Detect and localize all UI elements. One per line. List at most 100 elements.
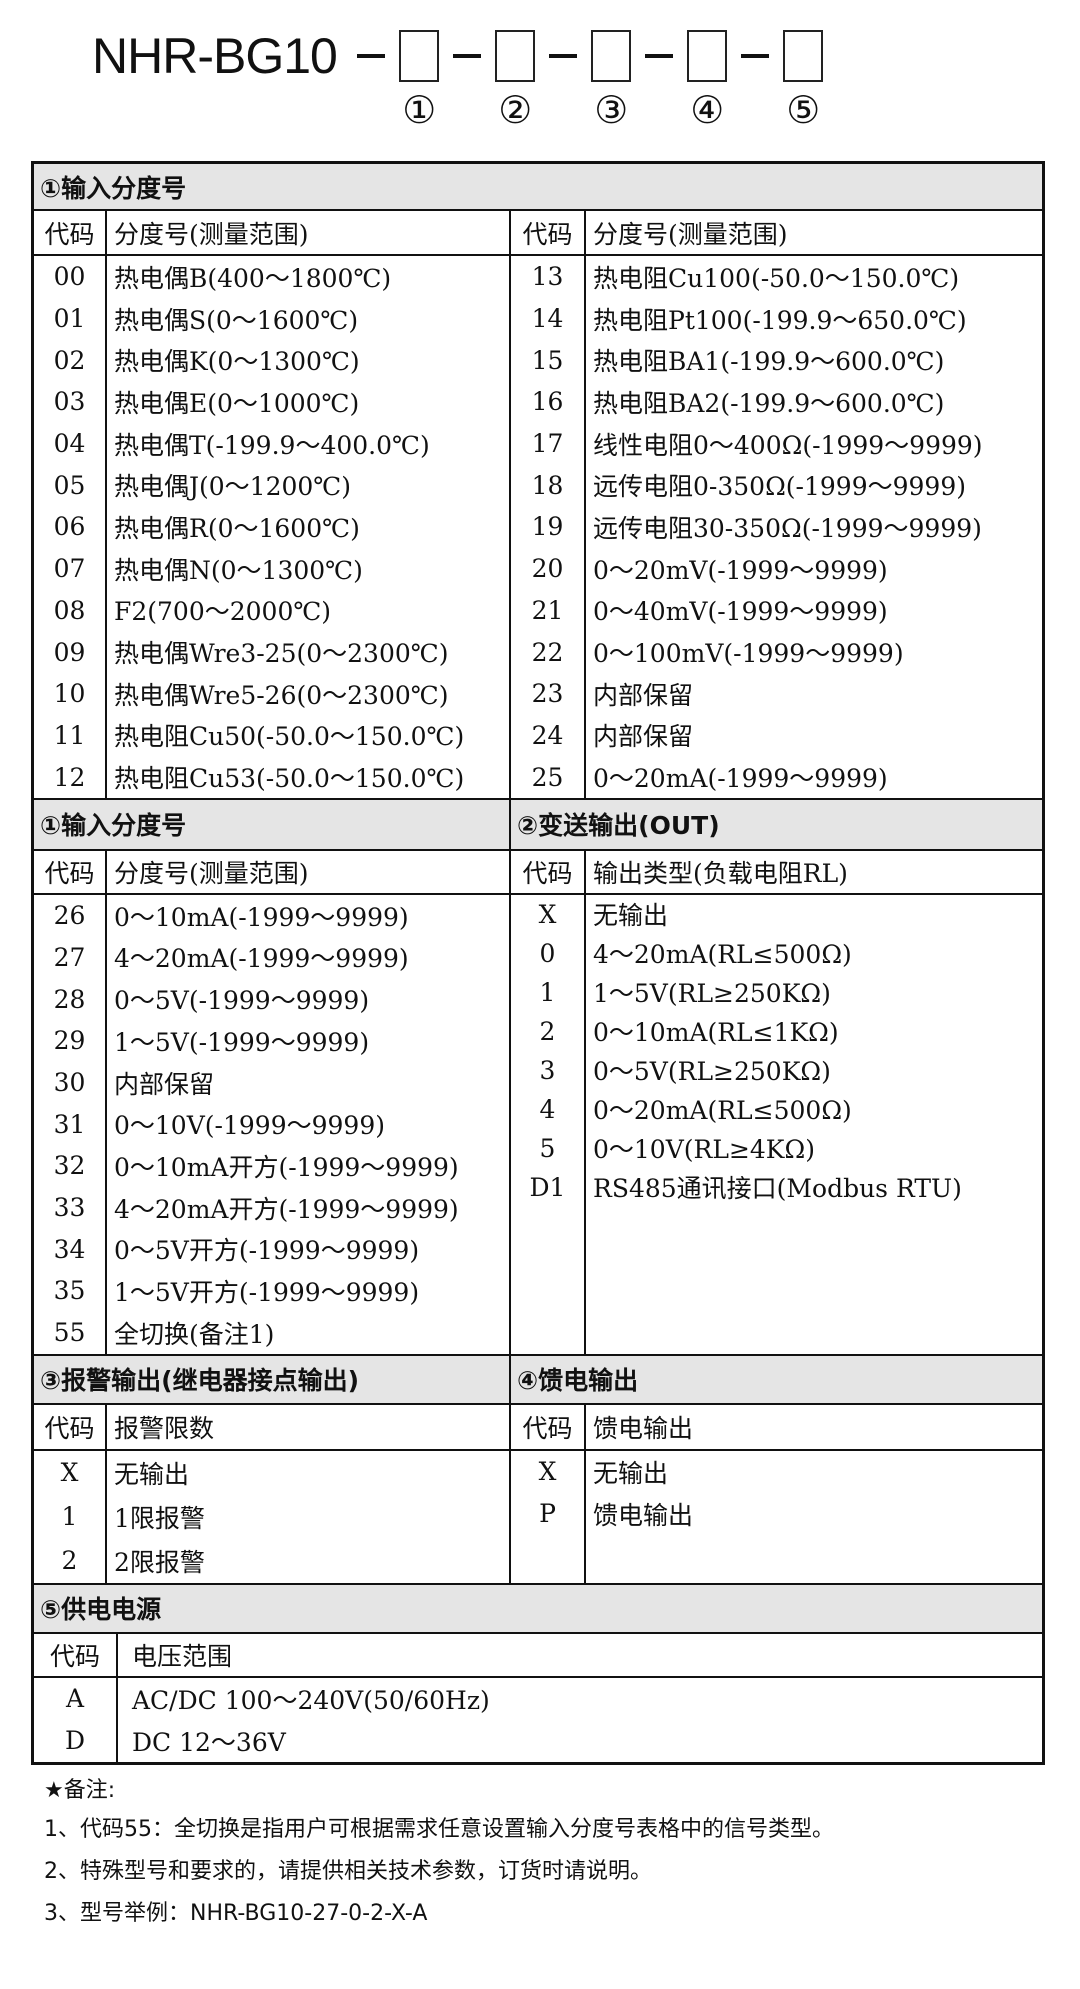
row-code: 10 — [34, 672, 107, 715]
row-code: 1 — [511, 972, 586, 1012]
table-row: 4 0～20mA(RL≤500Ω) — [511, 1089, 1042, 1129]
row-desc: 0～20mA(RL≤500Ω) — [593, 1096, 852, 1126]
row-desc: 热电阻Pt100(-199.9～650.0℃) — [593, 305, 967, 335]
table-row: 2 2限报警 — [34, 1538, 509, 1583]
row-code: 00 — [34, 256, 107, 298]
col-desc: 报警限数 — [114, 1413, 215, 1443]
notes: ★备注: 1、代码55：全切换是指用户可根据需求任意设置输入分度号表格中的信号类… — [44, 1770, 834, 1932]
section-header-input: ①输入分度号 — [34, 164, 1042, 211]
code-slot-3: ③ — [590, 30, 631, 132]
table-row: 33 4～20mA开方(-1999～9999) — [34, 1186, 509, 1229]
table-row: 0 4～20mA(RL≤500Ω) — [511, 933, 1042, 973]
row-code: 17 — [511, 422, 586, 465]
model-code-diagram: NHR-BG10 ① ② ③ ④ ⑤ — [92, 26, 823, 132]
row-code: 18 — [511, 464, 586, 507]
table-row: 15 热电阻BA1(-199.9～600.0℃) — [511, 339, 1042, 382]
row-desc: 4～20mA(-1999～9999) — [114, 944, 409, 974]
row-desc: 0～10mA开方(-1999～9999) — [114, 1152, 459, 1182]
row-desc: 1～5V(RL≥250KΩ) — [593, 979, 831, 1009]
row-desc: 热电偶Wre5-26(0～2300℃) — [114, 680, 449, 710]
slot-number: ③ — [594, 88, 628, 132]
table-row: 34 0～5V开方(-1999～9999) — [34, 1228, 509, 1271]
row-code: 16 — [511, 381, 586, 423]
section-title: ①输入分度号 — [40, 173, 187, 203]
table-row: 25 0～20mA(-1999～9999) — [511, 756, 1042, 798]
table-row: D1 RS485通讯接口(Modbus RTU) — [511, 1167, 1042, 1207]
code-slot-5: ⑤ — [782, 30, 823, 132]
row-code: 04 — [34, 422, 107, 465]
slot-box — [590, 30, 631, 82]
row-code: 30 — [34, 1061, 107, 1104]
row-desc: 热电偶E(0～1000℃) — [114, 388, 360, 418]
table-row: 09 热电偶Wre3-25(0～2300℃) — [34, 631, 509, 673]
row-code: 05 — [34, 464, 107, 507]
col-code: 代码 — [511, 1404, 586, 1449]
section-power: ⑤供电电源 代码 电压范围 A AC/DC 100～240V(50/60Hz) D DC… — [34, 1582, 1042, 1762]
table-row: 2 0～10mA(RL≤1KΩ) — [511, 1011, 1042, 1051]
row-code: 23 — [511, 672, 586, 715]
table-row: 30 内部保留 — [34, 1061, 509, 1104]
table-row: 12 热电阻Cu53(-50.0～150.0℃) — [34, 756, 509, 798]
row-code: P — [511, 1492, 586, 1535]
slot-box — [494, 30, 535, 82]
table-row: 18 远传电阻0-350Ω(-1999～9999) — [511, 464, 1042, 507]
table-row: 14 热电阻Pt100(-199.9～650.0℃) — [511, 297, 1042, 340]
table-row: 11 热电阻Cu50(-50.0～150.0℃) — [34, 714, 509, 757]
row-desc: 远传电阻30-350Ω(-1999～9999) — [593, 513, 982, 543]
table-row: 10 热电偶Wre5-26(0～2300℃) — [34, 672, 509, 715]
row-desc: 2限报警 — [114, 1547, 205, 1577]
row-desc: 热电阻BA1(-199.9～600.0℃) — [593, 347, 945, 377]
col-desc: 输出类型(负载电阻RL) — [593, 858, 848, 888]
row-code: 2 — [34, 1538, 107, 1583]
table-row: 3 0～5V(RL≥250KΩ) — [511, 1050, 1042, 1090]
col-code: 代码 — [34, 211, 107, 254]
code-slot-4: ④ — [686, 30, 727, 132]
table-row: 05 热电偶J(0～1200℃) — [34, 464, 509, 507]
row-code: 21 — [511, 589, 586, 632]
row-desc: 0～10mA(RL≤1KΩ) — [593, 1018, 839, 1048]
section-3-4: ③报警输出(继电器接点输出) 代码 报警限数 X 无输出 1 1限报警 2 2限报警 ④馈电… — [34, 1353, 1042, 1583]
table-row: 04 热电偶T(-199.9～400.0℃) — [34, 422, 509, 465]
section-title: ⑤供电电源 — [40, 1595, 162, 1625]
row-desc: 热电偶K(0～1300℃) — [114, 347, 360, 377]
row-desc: AC/DC 100～240V(50/60Hz) — [132, 1685, 490, 1715]
row-desc: 热电阻Cu53(-50.0～150.0℃) — [114, 764, 465, 794]
row-code: 28 — [34, 978, 107, 1020]
table-row: 22 0～100mV(-1999～9999) — [511, 631, 1042, 673]
code-slot-1: ① — [398, 30, 439, 132]
row-desc: 4～20mA开方(-1999～9999) — [114, 1194, 459, 1224]
row-code: 08 — [34, 589, 107, 632]
row-code: 07 — [34, 547, 107, 590]
row-desc: 1限报警 — [114, 1503, 205, 1533]
row-desc: 0～20mV(-1999～9999) — [593, 555, 888, 585]
table-row: 13 热电阻Cu100(-50.0～150.0℃) — [511, 256, 1042, 298]
row-desc: 热电阻BA2(-199.9～600.0℃) — [593, 388, 945, 418]
table-row: 29 1～5V(-1999～9999) — [34, 1020, 509, 1062]
col-desc: 馈电输出 — [593, 1413, 694, 1443]
table-row: 00 热电偶B(400～1800℃) — [34, 256, 509, 298]
row-desc: DC 12～36V — [132, 1727, 286, 1757]
dash — [452, 54, 481, 58]
row-code: 0 — [511, 933, 586, 973]
row-code: 4 — [511, 1089, 586, 1129]
row-desc: 热电偶J(0～1200℃) — [114, 472, 352, 502]
row-desc: 1～5V(-1999～9999) — [114, 1027, 370, 1057]
row-code: 26 — [34, 894, 107, 937]
row-desc: 无输出 — [593, 1458, 669, 1488]
table-row: 1 1限报警 — [34, 1494, 509, 1539]
row-code: 34 — [34, 1228, 107, 1271]
row-code: 01 — [34, 297, 107, 340]
col-desc: 分度号(测量范围) — [593, 219, 788, 249]
row-desc: 0～10mA(-1999～9999) — [114, 902, 409, 932]
row-desc: RS485通讯接口(Modbus RTU) — [593, 1174, 962, 1204]
table-row: X 无输出 — [34, 1450, 509, 1495]
section-title: ①输入分度号 — [40, 811, 187, 841]
row-code: 27 — [34, 936, 107, 979]
row-desc: 0～5V开方(-1999～9999) — [114, 1236, 420, 1266]
row-code: 13 — [511, 256, 586, 298]
slot-number: ⑤ — [786, 88, 820, 132]
slot-box — [398, 30, 439, 82]
row-desc: 0～10V(RL≥4KΩ) — [593, 1135, 815, 1165]
row-desc: 远传电阻0-350Ω(-1999～9999) — [593, 472, 966, 502]
row-code: 22 — [511, 631, 586, 673]
